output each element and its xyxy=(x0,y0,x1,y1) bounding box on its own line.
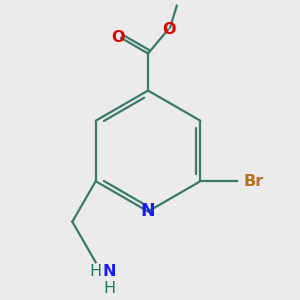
Text: N: N xyxy=(141,202,155,220)
Text: O: O xyxy=(111,30,125,45)
Text: H: H xyxy=(103,281,116,296)
Text: H: H xyxy=(90,264,102,279)
Text: Br: Br xyxy=(243,174,264,189)
Text: N: N xyxy=(103,264,116,279)
Text: O: O xyxy=(163,22,176,37)
